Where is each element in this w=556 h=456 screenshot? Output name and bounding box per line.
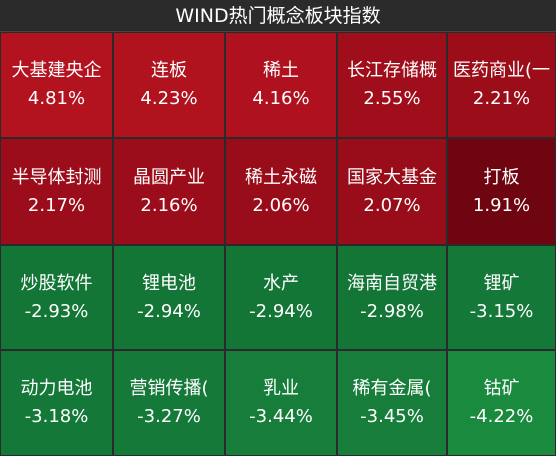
title-bar: WIND热门概念板块指数 [0,0,556,32]
tile-name: 动力电池 [20,378,93,399]
heatmap-tile: 海南自贸港 -2.98% [337,245,447,350]
tile-name: 医药商业(一 [452,60,551,81]
tile-change: 2.06% [252,194,310,216]
tile-change: 2.55% [363,88,421,109]
tile-change: -3.15% [469,300,534,322]
tile-change: -3.44% [249,406,313,427]
tile-name: 营销传播( [129,378,209,399]
tile-change: -2.93% [24,300,89,322]
tile-change: 4.23% [140,88,198,109]
tile-name: 国家大基金 [347,166,437,188]
heatmap-tile: 稀有金属( -3.45% [337,350,447,456]
heatmap-tile: 半导体封测 2.17% [0,138,113,245]
tile-name: 晶圆产业 [133,166,205,188]
tile-name: 炒股软件 [20,272,93,294]
tile-name: 海南自贸港 [347,272,437,294]
tile-change: -3.27% [137,406,201,427]
tile-change: -2.94% [137,300,201,322]
heatmap-tile: 稀土永磁 2.06% [225,138,337,245]
tile-change: -4.22% [469,406,534,427]
tile-change: 4.81% [27,88,86,109]
heatmap-tile: 营销传播( -3.27% [113,350,225,456]
tile-change: 2.16% [140,194,198,216]
heatmap-tile: 乳业 -3.44% [225,350,337,456]
tile-name: 锂电池 [142,272,196,294]
tile-change: 4.16% [252,88,310,109]
tile-name: 稀土 [263,60,299,81]
tile-name: 大基建央企 [11,60,102,81]
heatmap-tile: 锂矿 -3.15% [447,245,556,350]
heatmap-tile: 医药商业(一 2.21% [447,32,556,138]
heatmap-tile: 锂电池 -2.94% [113,245,225,350]
heatmap-tile: 钴矿 -4.22% [447,350,556,456]
heatmap-tile: 稀土 4.16% [225,32,337,138]
tile-name: 半导体封测 [11,166,102,188]
heatmap-tile: 打板 1.91% [447,138,556,245]
heatmap-tile: 大基建央企 4.81% [0,32,113,138]
heatmap-tile: 动力电池 -3.18% [0,350,113,456]
tile-name: 长江存储概 [347,60,437,81]
heatmap-tile: 水产 -2.94% [225,245,337,350]
tile-name: 水产 [263,272,299,294]
tile-change: 2.07% [363,194,421,216]
heatmap-tile: 炒股软件 -2.93% [0,245,113,350]
tile-change: 2.21% [472,88,531,109]
tile-name: 乳业 [263,378,299,399]
heatmap-tile: 国家大基金 2.07% [337,138,447,245]
tile-change: 2.17% [27,194,86,216]
tile-change: -2.94% [249,300,313,322]
tile-change: -3.18% [24,406,89,427]
heatmap-tile: 长江存储概 2.55% [337,32,447,138]
tile-name: 连板 [151,60,187,81]
tile-name: 锂矿 [483,272,520,294]
heatmap-tile: 晶圆产业 2.16% [113,138,225,245]
tile-change: -2.98% [360,300,424,322]
heatmap-tile: 连板 4.23% [113,32,225,138]
tile-name: 钴矿 [483,378,520,399]
tile-name: 稀有金属( [352,378,432,399]
tile-name: 打板 [483,166,520,188]
tile-change: -3.45% [360,406,424,427]
tile-name: 稀土永磁 [245,166,317,188]
tile-change: 1.91% [472,194,531,216]
heatmap: 大基建央企 4.81% 连板 4.23% 稀土 4.16% 长江存储概 2.55% 医药商业(一… [0,32,556,456]
